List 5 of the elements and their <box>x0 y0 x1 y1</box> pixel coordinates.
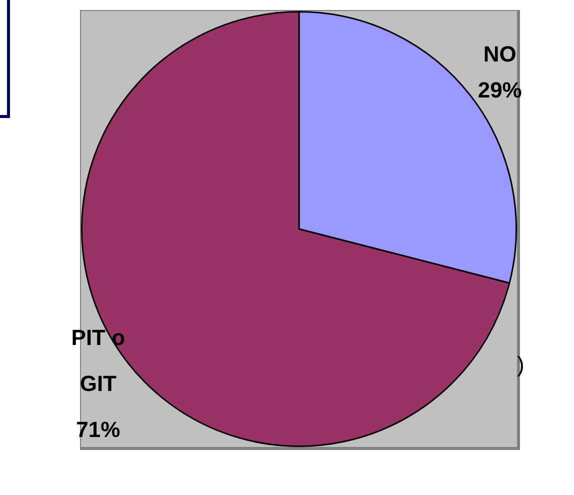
data-label: 71% <box>76 416 120 442</box>
slice-label: NO <box>483 41 516 66</box>
text: ) <box>517 352 524 378</box>
slice-label: PIT o GIT <box>71 324 126 396</box>
data-label: 29% <box>478 77 522 102</box>
